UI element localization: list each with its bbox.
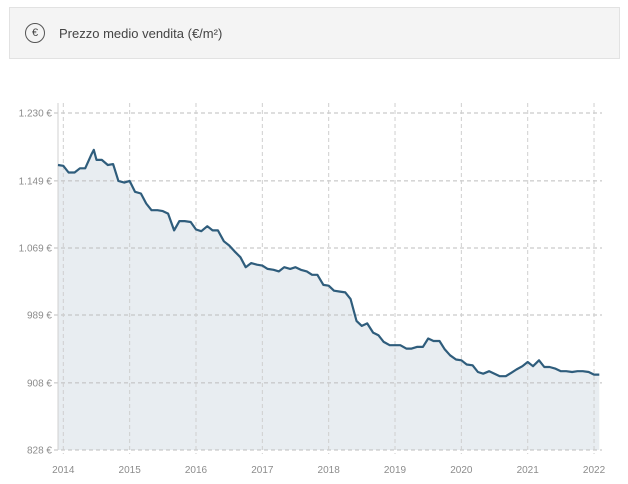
x-tick-label: 2015 (119, 465, 142, 476)
y-tick-label: 908 € (27, 378, 52, 389)
y-tick-label: 1.149 € (19, 176, 53, 187)
x-tick-label: 2020 (450, 465, 473, 476)
euro-circle-icon: € (25, 23, 45, 43)
x-tick-label: 2017 (251, 465, 274, 476)
y-tick-label: 828 € (27, 446, 52, 457)
chart-header: € Prezzo medio vendita (€/m²) (9, 7, 620, 59)
x-tick-label: 2016 (185, 465, 208, 476)
price-series-line (57, 148, 600, 378)
x-tick-label: 2021 (517, 465, 540, 476)
y-tick-label: 989 € (27, 311, 52, 322)
x-tick-label: 2019 (384, 465, 407, 476)
x-tick-label: 2018 (318, 465, 341, 476)
y-tick-label: 1.069 € (19, 243, 53, 254)
chart-title: Prezzo medio vendita (€/m²) (59, 25, 223, 41)
y-tick-label: 1.230 € (19, 109, 53, 120)
x-tick-label: 2014 (52, 465, 75, 476)
x-tick-label: 2022 (583, 465, 606, 476)
